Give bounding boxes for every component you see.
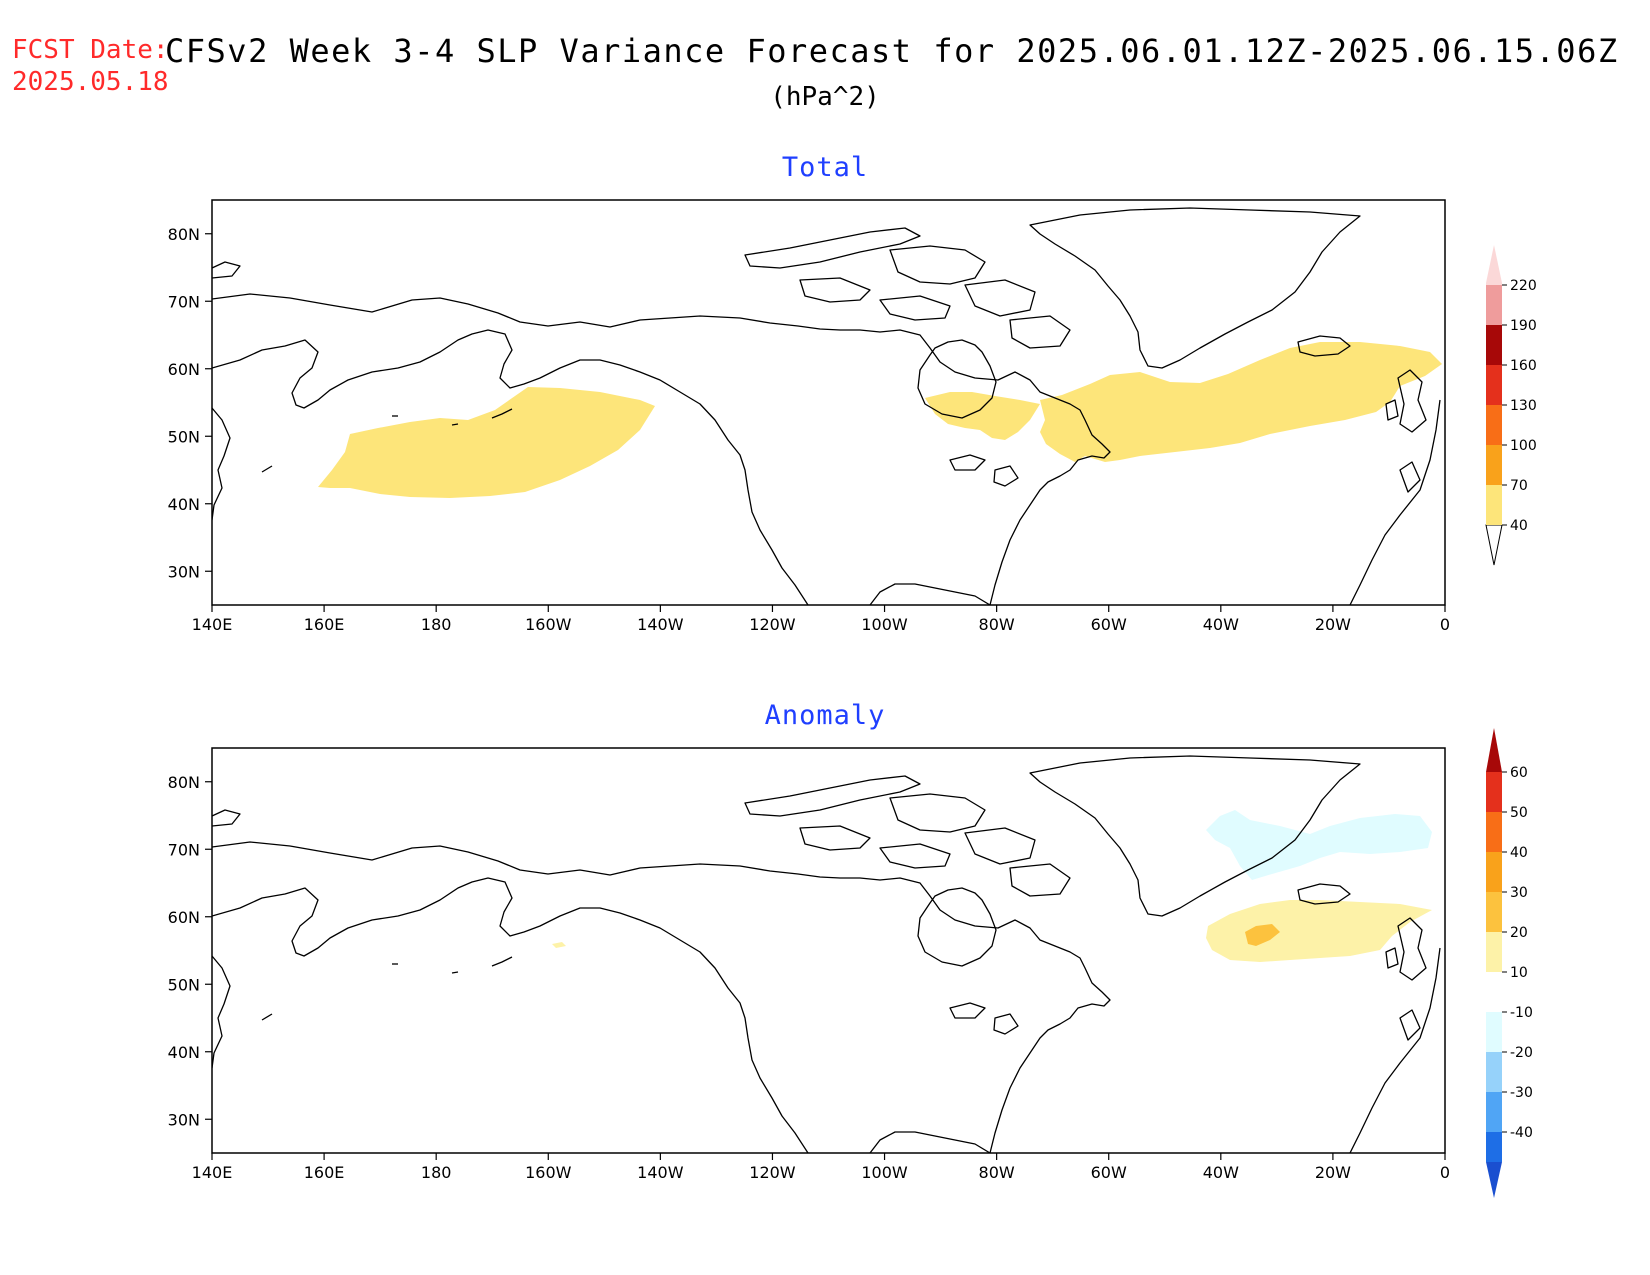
x-tick-label: 80W [979, 615, 1015, 634]
x-tick-label: 0 [1440, 615, 1450, 634]
colorbar-label: 220 [1510, 278, 1537, 294]
y-tick-label: 70N [168, 292, 200, 311]
x-tick-label: 20W [1315, 1163, 1351, 1182]
map-panel-total: 140E 160E 180 160W 140W 120W 100W 80W 60W 40W 20W 0… [168, 199, 1537, 634]
colorbar-segment [1486, 245, 1502, 285]
x-tick-label: 140W [637, 615, 684, 634]
y-tick-label: 40N [168, 1043, 200, 1062]
colorbar-label: -10 [1510, 1005, 1533, 1021]
y-tick-label: 30N [168, 562, 200, 581]
y-tick-label: 80N [168, 773, 200, 792]
map-panel-anomaly: 140E 160E 180 160W 140W 120W 100W 80W 60W 40W 20W 0… [168, 728, 1533, 1198]
colorbar-segment [1486, 445, 1502, 485]
x-tick-label: 160E [304, 615, 345, 634]
shade-anom-atlantic-peak [1245, 924, 1280, 946]
shade-anom-atlantic-pos [1206, 900, 1432, 962]
colorbar-label: 70 [1510, 478, 1528, 494]
colorbar-bottom-arrow [1486, 1162, 1502, 1198]
map-frame-anomaly [211, 747, 1446, 1154]
shade-total-atlantic [1040, 342, 1442, 462]
colorbar-top-arrow [1486, 728, 1502, 772]
colorbar-segment [1486, 1052, 1502, 1092]
colorbar-label: 190 [1510, 318, 1537, 334]
x-tick-label: 180 [421, 1163, 452, 1182]
x-tick-label: 160E [304, 1163, 345, 1182]
panel-title-total: Total [781, 152, 869, 183]
y-tick-label: 50N [168, 975, 200, 994]
colorbar-label: 50 [1510, 805, 1528, 821]
x-tick-label: 40W [1203, 615, 1239, 634]
page-title: CFSv2 Week 3-4 SLP Variance Forecast for… [165, 32, 1619, 70]
colorbar-label: -30 [1510, 1085, 1533, 1101]
colorbar-label: 20 [1510, 925, 1528, 941]
colorbar-label: 30 [1510, 885, 1528, 901]
colorbar-segment [1486, 932, 1502, 972]
x-tick-label: 60W [1091, 615, 1127, 634]
x-tick-label: 120W [749, 615, 796, 634]
x-tick-label: 80W [979, 1163, 1015, 1182]
colorbar-label: -40 [1510, 1125, 1533, 1141]
y-tick-label: 80N [168, 225, 200, 244]
y-tick-label: 60N [168, 360, 200, 379]
colorbar-segment [1486, 1092, 1502, 1132]
colorbar-label: -20 [1510, 1045, 1533, 1061]
colorbar-segment [1486, 852, 1502, 892]
panel-title-anomaly: Anomaly [764, 700, 886, 731]
x-tick-label: 100W [861, 1163, 908, 1182]
shade-anom-greenland-neg [1206, 810, 1432, 880]
y-tick-label: 60N [168, 908, 200, 927]
colorbar-label: 10 [1510, 965, 1528, 981]
shade-total-pacific [318, 387, 655, 498]
colorbar-segment [1486, 485, 1502, 525]
colorbar-segment [1486, 405, 1502, 445]
y-tick-label: 50N [168, 427, 200, 446]
units-label: (hPa^2) [770, 82, 880, 112]
colorbar-label: 100 [1510, 438, 1537, 454]
x-tick-label: 100W [861, 615, 908, 634]
x-tick-label: 140E [192, 1163, 233, 1182]
colorbar-segment [1486, 325, 1502, 365]
shade-total-hudson [925, 392, 1040, 440]
colorbar-segment [1486, 285, 1502, 325]
shade-anom-alaska-dot [552, 942, 566, 948]
x-tick-label: 40W [1203, 1163, 1239, 1182]
colorbar-label: 60 [1510, 765, 1528, 781]
x-tick-label: 160W [525, 1163, 572, 1182]
colorbar-label: 160 [1510, 358, 1537, 374]
x-tick-label: 180 [421, 615, 452, 634]
colorbar-segment [1486, 1132, 1502, 1162]
colorbar-segment [1486, 892, 1502, 932]
colorbar-label: 40 [1510, 845, 1528, 861]
forecast-date-value: 2025.05.18 [12, 67, 169, 97]
x-tick-label: 120W [749, 1163, 796, 1182]
x-tick-label: 140E [192, 615, 233, 634]
colorbar-label: 130 [1510, 398, 1537, 414]
colorbar-bottom-arrow [1485, 524, 1503, 566]
colorbar-label: 40 [1510, 518, 1528, 534]
colorbar-segment [1486, 365, 1502, 405]
x-tick-label: 0 [1440, 1163, 1450, 1182]
y-tick-label: 40N [168, 495, 200, 514]
y-tick-label: 70N [168, 840, 200, 859]
colorbar-segment [1486, 812, 1502, 852]
x-tick-label: 60W [1091, 1163, 1127, 1182]
map-frame-total [211, 199, 1446, 606]
y-tick-label: 30N [168, 1110, 200, 1129]
x-tick-label: 140W [637, 1163, 684, 1182]
x-tick-label: 20W [1315, 615, 1351, 634]
forecast-date-label: FCST Date: [12, 35, 169, 65]
x-tick-label: 160W [525, 615, 572, 634]
colorbar-segment [1486, 772, 1502, 812]
colorbar-segment [1486, 1012, 1502, 1052]
colorbar-segment [1486, 972, 1502, 1012]
